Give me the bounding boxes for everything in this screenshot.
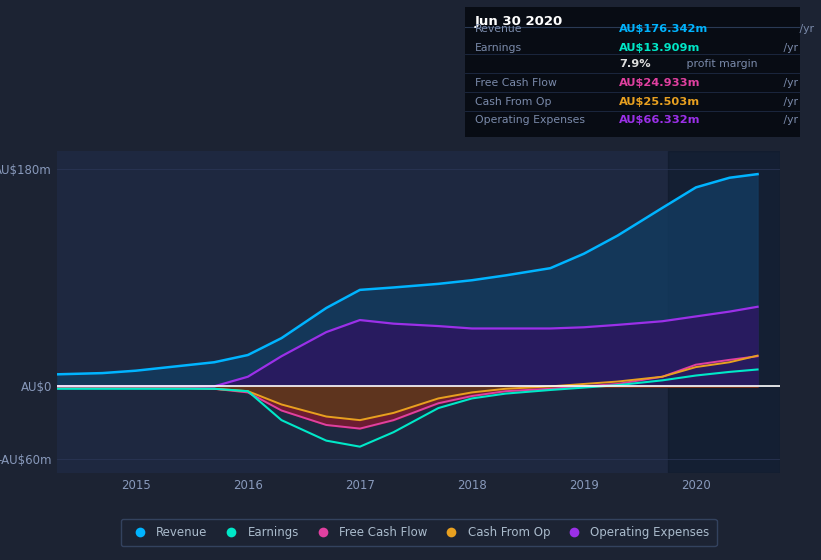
Text: Earnings: Earnings <box>475 43 522 53</box>
Text: /yr: /yr <box>780 78 797 87</box>
Text: Revenue: Revenue <box>475 24 522 34</box>
Legend: Revenue, Earnings, Free Cash Flow, Cash From Op, Operating Expenses: Revenue, Earnings, Free Cash Flow, Cash … <box>121 519 717 546</box>
Text: Cash From Op: Cash From Op <box>475 96 551 106</box>
Text: 7.9%: 7.9% <box>619 59 650 69</box>
Bar <box>668 151 780 473</box>
Text: AU$66.332m: AU$66.332m <box>619 115 700 125</box>
Text: /yr: /yr <box>780 43 797 53</box>
Text: AU$24.933m: AU$24.933m <box>619 78 700 87</box>
Text: /yr: /yr <box>780 115 797 125</box>
Text: /yr: /yr <box>796 24 814 34</box>
Text: Jun 30 2020: Jun 30 2020 <box>475 15 563 27</box>
Text: Operating Expenses: Operating Expenses <box>475 115 585 125</box>
Text: profit margin: profit margin <box>683 59 758 69</box>
Text: /yr: /yr <box>780 96 797 106</box>
Text: AU$25.503m: AU$25.503m <box>619 96 699 106</box>
Text: AU$13.909m: AU$13.909m <box>619 43 700 53</box>
Text: Free Cash Flow: Free Cash Flow <box>475 78 557 87</box>
Text: AU$176.342m: AU$176.342m <box>619 24 708 34</box>
